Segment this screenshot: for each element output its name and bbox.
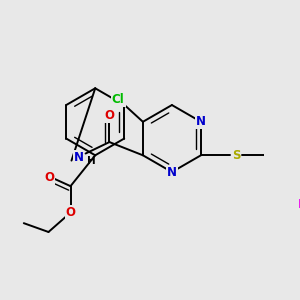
Text: O: O — [65, 206, 76, 219]
Text: N: N — [196, 115, 206, 128]
Text: N: N — [74, 152, 83, 164]
Text: H: H — [87, 156, 96, 166]
Text: S: S — [232, 149, 240, 162]
Text: N: N — [167, 166, 177, 178]
Text: O: O — [44, 171, 54, 184]
Text: Cl: Cl — [112, 93, 124, 106]
Text: O: O — [104, 109, 114, 122]
Text: F: F — [297, 198, 300, 211]
